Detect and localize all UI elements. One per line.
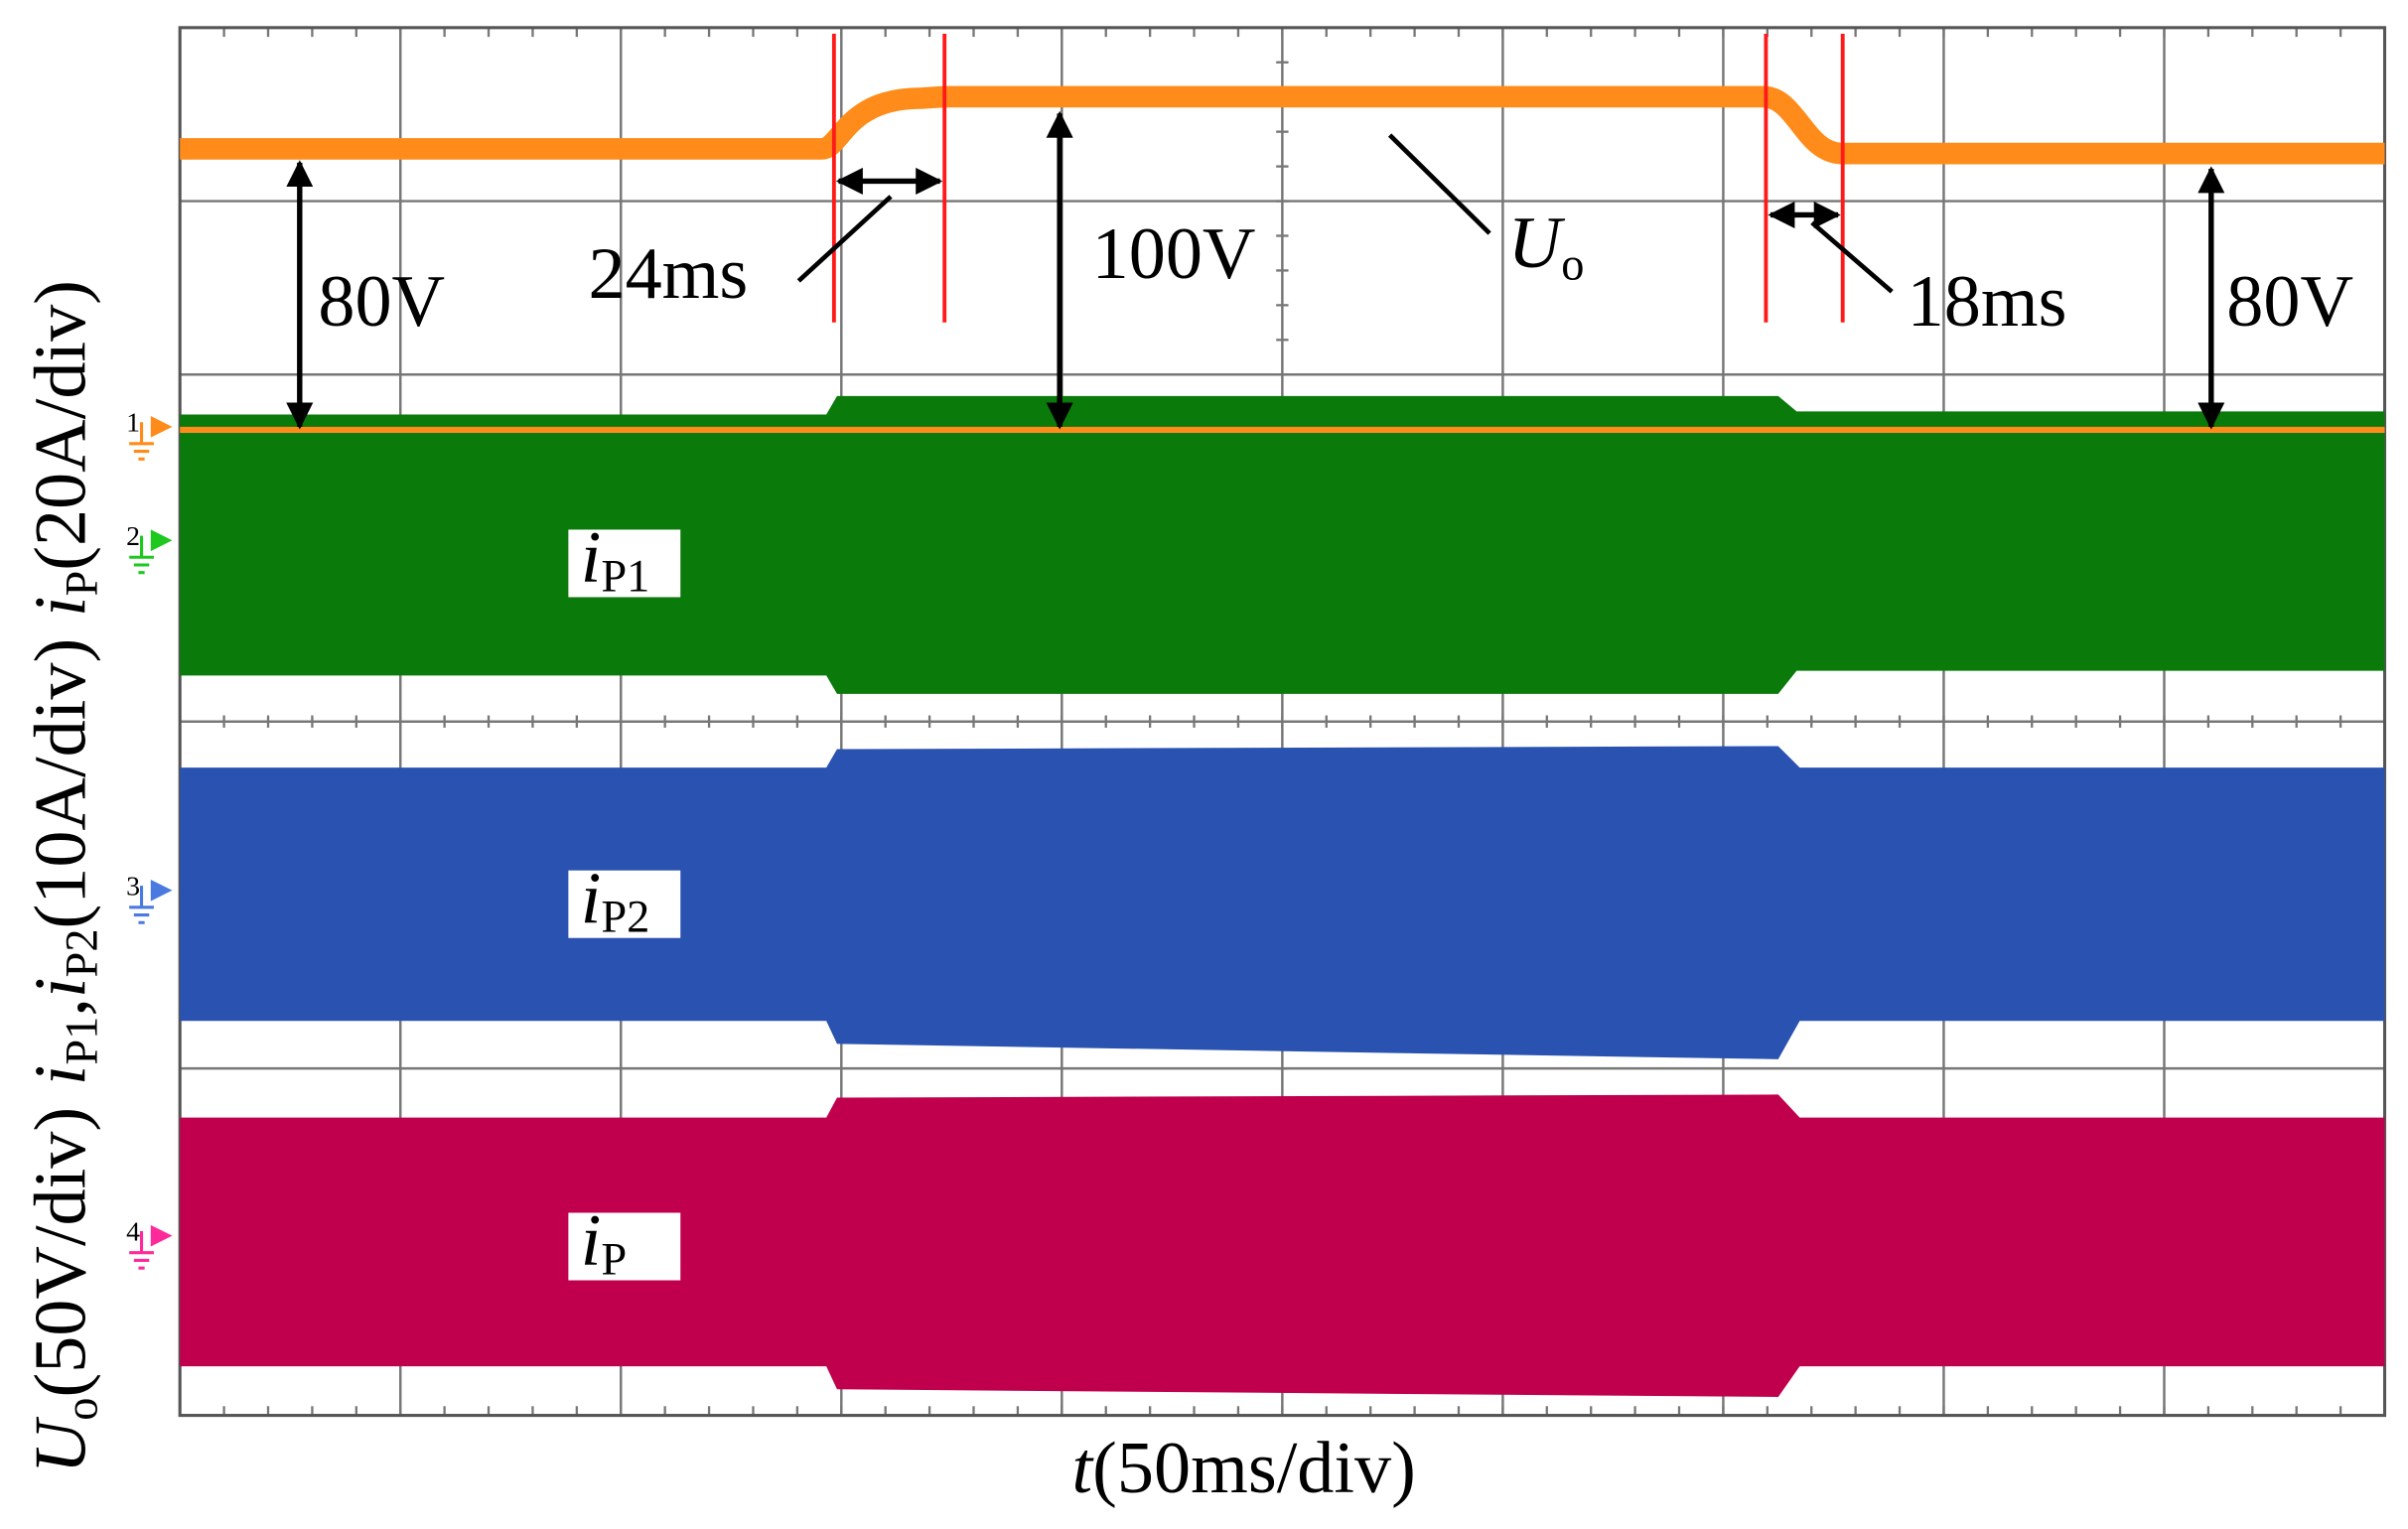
label-part: (10A/div) bbox=[20, 638, 101, 929]
leader-line bbox=[1810, 220, 1894, 294]
channel-arrow bbox=[150, 529, 173, 552]
ground-symbol bbox=[129, 422, 154, 461]
trace-label-main: i bbox=[581, 1200, 602, 1282]
plot-frame bbox=[178, 26, 2387, 1418]
label-part: P1 bbox=[58, 1017, 108, 1065]
ip2-waveform bbox=[180, 746, 2385, 1059]
label-part: (20A/div) bbox=[20, 280, 101, 571]
channel-arrow bbox=[150, 1224, 173, 1247]
label-part: , bbox=[20, 998, 101, 1017]
label-part: i bbox=[20, 597, 101, 618]
channel-markers: 1 2 3 4 bbox=[126, 407, 173, 1270]
label-part: (50V/div) bbox=[20, 1107, 101, 1398]
channel-arrow bbox=[150, 879, 173, 902]
leader-line bbox=[796, 195, 893, 283]
level-label: 100V bbox=[1092, 213, 1256, 295]
label-part: P bbox=[58, 571, 108, 597]
label-box bbox=[568, 529, 681, 598]
uo-label: Uo bbox=[1508, 203, 1585, 290]
level-label: 80V bbox=[318, 261, 445, 343]
label-part: i bbox=[20, 1065, 101, 1086]
label-part: U bbox=[20, 1416, 101, 1473]
y-axis-label: Uo(50V/div)iP1,iP2(10A/div)iP(20A/div) bbox=[20, 280, 107, 1473]
ground-symbol bbox=[129, 535, 154, 575]
ground-symbol bbox=[129, 1231, 154, 1270]
trace-label-main: i bbox=[581, 517, 602, 599]
channel-number: 3 bbox=[126, 871, 140, 902]
trace-label: iP2 bbox=[581, 858, 650, 942]
trace-label-sub: P2 bbox=[601, 893, 649, 943]
fall-time-label: 18ms bbox=[1908, 261, 2067, 343]
label-part: P2 bbox=[58, 928, 108, 977]
trace-label-main: i bbox=[581, 858, 602, 939]
trace-label: iP bbox=[581, 1200, 627, 1285]
label-part: o bbox=[58, 1398, 108, 1421]
ip1-waveform bbox=[180, 395, 2385, 694]
channel-number: 1 bbox=[126, 407, 140, 438]
ground-symbol bbox=[129, 886, 154, 924]
channel-number: 2 bbox=[126, 521, 140, 552]
rise-time-label: 24ms bbox=[588, 233, 748, 315]
label-box bbox=[568, 1212, 681, 1281]
uo-waveform bbox=[180, 85, 2385, 165]
ip-waveform bbox=[180, 1094, 2385, 1398]
x-axis-label: t(50ms/div) bbox=[1072, 1428, 1416, 1509]
level-label: 80V bbox=[2226, 261, 2353, 343]
trace-label-sub: P bbox=[601, 1234, 627, 1285]
leader-line bbox=[1387, 133, 1491, 235]
label-part: i bbox=[20, 977, 101, 998]
label-part: t bbox=[1072, 1428, 1095, 1509]
trace-label-sub: P1 bbox=[601, 551, 649, 602]
channel-number: 4 bbox=[126, 1216, 140, 1247]
trace-label: iP1 bbox=[581, 517, 650, 602]
uo-sub: o bbox=[1561, 239, 1584, 290]
uo-main: U bbox=[1508, 203, 1566, 284]
grid bbox=[179, 26, 2386, 1417]
label-box bbox=[568, 870, 681, 938]
channel-arrow bbox=[150, 416, 173, 438]
label-part: (50ms/div) bbox=[1092, 1428, 1416, 1509]
